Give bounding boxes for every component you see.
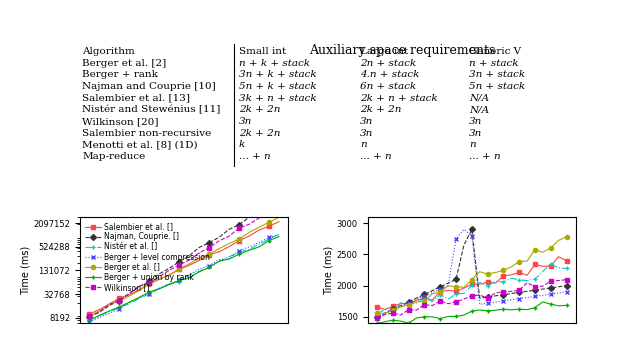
Text: Wilkinson [20]: Wilkinson [20] xyxy=(83,117,159,126)
Text: 2n + stack: 2n + stack xyxy=(360,59,417,68)
Y-axis label: Time (ms): Time (ms) xyxy=(324,245,334,295)
Text: n: n xyxy=(469,140,476,149)
Text: Large int: Large int xyxy=(360,47,408,56)
Text: Generic V: Generic V xyxy=(469,47,522,56)
Text: ... + n: ... + n xyxy=(360,152,392,161)
Text: k: k xyxy=(239,140,245,149)
Text: 3n: 3n xyxy=(469,129,483,138)
Text: Najman and Couprie [10]: Najman and Couprie [10] xyxy=(83,82,216,91)
Text: 3n: 3n xyxy=(360,129,374,138)
Text: n + stack: n + stack xyxy=(469,59,519,68)
Text: 3n: 3n xyxy=(239,117,252,126)
Text: 6n + stack: 6n + stack xyxy=(360,82,417,91)
Text: Algorithm: Algorithm xyxy=(83,47,135,56)
Text: 5n + k + stack: 5n + k + stack xyxy=(239,82,316,91)
Text: 3n + stack: 3n + stack xyxy=(469,70,525,79)
Text: 2k + 2n: 2k + 2n xyxy=(239,105,280,114)
Text: ... + n: ... + n xyxy=(239,152,270,161)
Text: 4.n + stack: 4.n + stack xyxy=(360,70,420,79)
Legend: Salembier et al. [], Najman, Couprie. [], Nistér et al. [], Berger + level compr: Salembier et al. [], Najman, Couprie. []… xyxy=(84,221,211,294)
Text: N/A: N/A xyxy=(469,105,490,114)
Text: 3n + k + stack: 3n + k + stack xyxy=(239,70,316,79)
Text: Salembier et al. [13]: Salembier et al. [13] xyxy=(83,94,191,103)
Text: 2k + 2n: 2k + 2n xyxy=(360,105,402,114)
Text: 3k + n + stack: 3k + n + stack xyxy=(239,94,316,103)
Text: Salembier non-recursive: Salembier non-recursive xyxy=(83,129,212,138)
Text: Menotti et al. [8] (1D): Menotti et al. [8] (1D) xyxy=(83,140,198,149)
Text: n: n xyxy=(360,140,367,149)
Y-axis label: Time (ms): Time (ms) xyxy=(20,245,31,295)
Text: 5n + stack: 5n + stack xyxy=(469,82,525,91)
Text: 2k + n + stack: 2k + n + stack xyxy=(360,94,438,103)
Text: 3n: 3n xyxy=(469,117,483,126)
Text: 3n: 3n xyxy=(360,117,374,126)
Text: Auxiliary space requirements: Auxiliary space requirements xyxy=(309,44,495,57)
Text: N/A: N/A xyxy=(469,94,490,103)
Text: Nistér and Stewénius [11]: Nistér and Stewénius [11] xyxy=(83,105,221,114)
Text: Map-reduce: Map-reduce xyxy=(83,152,146,161)
Text: Berger et al. [2]: Berger et al. [2] xyxy=(83,59,167,68)
Text: ... + n: ... + n xyxy=(469,152,501,161)
Text: n + k + stack: n + k + stack xyxy=(239,59,310,68)
Text: 2k + 2n: 2k + 2n xyxy=(239,129,280,138)
Text: Small int: Small int xyxy=(239,47,286,56)
Text: Berger + rank: Berger + rank xyxy=(83,70,158,79)
